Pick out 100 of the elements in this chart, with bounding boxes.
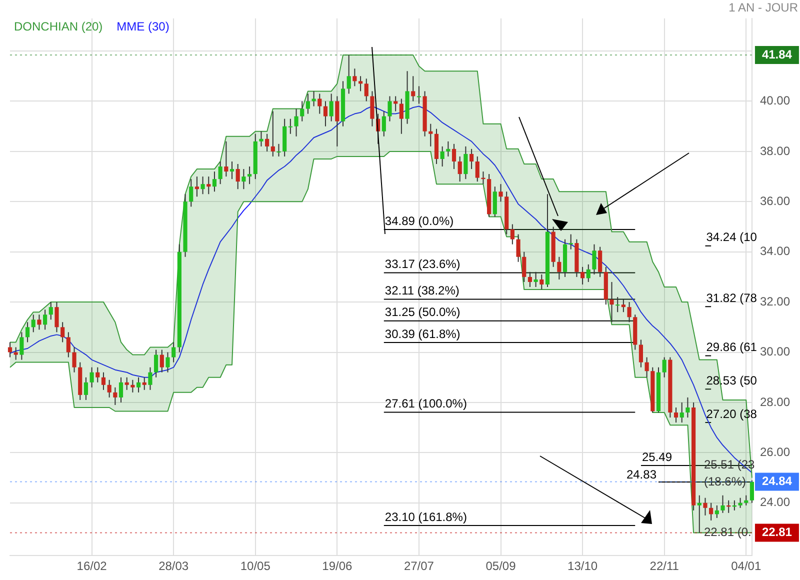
series-label: 24.83	[626, 467, 657, 482]
candlestick	[528, 271, 532, 288]
y-tick-label: 38.00	[760, 144, 790, 158]
series-label: 34.89 (0.0%)	[384, 214, 454, 228]
candlestick	[440, 146, 444, 168]
candlestick	[557, 256, 562, 280]
candlestick	[621, 299, 626, 313]
candlestick	[247, 166, 252, 185]
candlestick	[568, 234, 573, 250]
candlestick	[37, 314, 42, 330]
candlestick	[592, 244, 596, 275]
candlestick	[703, 497, 708, 516]
candlestick	[370, 90, 374, 127]
candlestick	[598, 246, 602, 278]
candlestick	[720, 494, 725, 514]
candlestick	[265, 133, 270, 152]
candlestick	[224, 140, 228, 178]
candlestick	[124, 376, 129, 390]
candlestick	[498, 184, 503, 202]
candlestick	[60, 322, 65, 343]
candlestick	[48, 302, 53, 320]
series-label: 31.82 (78	[706, 290, 758, 305]
candlestick	[212, 171, 217, 192]
series-label: 27.61 (100.0%)	[384, 396, 467, 411]
candlestick	[458, 156, 462, 182]
candlestick	[318, 93, 322, 114]
candlestick	[14, 346, 18, 360]
candlestick	[166, 352, 170, 373]
candlestick	[638, 339, 644, 368]
candlestick	[394, 96, 398, 112]
candlestick	[364, 78, 368, 102]
candlestick	[388, 96, 392, 122]
candlestick	[270, 110, 275, 157]
candlestick	[674, 406, 678, 424]
candlestick	[54, 302, 59, 333]
candlestick	[172, 342, 176, 363]
candlestick	[8, 342, 12, 358]
candlestick	[148, 366, 152, 390]
candlestick	[534, 271, 538, 288]
x-tick-label: 16/02	[76, 559, 108, 574]
x-tick-label: 28/03	[158, 559, 189, 574]
candlestick	[101, 372, 106, 390]
candlestick	[516, 234, 520, 262]
series-label: 34.24 (10	[706, 230, 758, 244]
x-tick-label: 27/07	[404, 559, 434, 574]
candlestick	[428, 123, 433, 147]
candlestick	[680, 402, 684, 424]
chart-subtitle: 1 AN - JOUR	[728, 0, 798, 15]
candlestick	[276, 143, 281, 157]
text: MME (30)	[116, 20, 170, 34]
y-tick-label: 32.00	[760, 294, 790, 308]
candlestick	[662, 356, 666, 378]
candlestick	[200, 176, 205, 195]
ref-line-label: 22.81	[762, 525, 792, 540]
candlestick	[288, 118, 292, 134]
candlestick	[312, 90, 316, 107]
candlestick	[744, 494, 748, 506]
candlestick	[218, 160, 222, 185]
candlestick	[335, 96, 340, 147]
ref-line-label: 24.84	[762, 474, 792, 488]
candlestick	[686, 396, 690, 418]
candlestick	[43, 309, 48, 330]
candlestick	[294, 108, 298, 137]
x-tick-label: 05/09	[486, 559, 516, 574]
y-tick-label: 34.00	[760, 244, 790, 258]
candlestick	[20, 332, 24, 360]
series-label: 23.10 (161.8%)	[384, 510, 467, 524]
candlestick	[130, 379, 135, 393]
candlestick	[464, 146, 468, 180]
candlestick	[697, 494, 702, 534]
candlestick	[540, 274, 544, 290]
candlestick	[452, 143, 456, 170]
x-tick-label: 19/06	[322, 559, 353, 574]
candlestick	[329, 93, 334, 122]
candlestick	[469, 148, 474, 170]
candlestick	[416, 86, 422, 104]
candlestick	[522, 251, 526, 282]
candlestick	[189, 178, 194, 208]
candlestick	[510, 224, 514, 245]
candlestick	[31, 314, 36, 333]
y-tick-label: 28.00	[760, 394, 790, 409]
candlestick	[358, 76, 363, 92]
candlestick	[96, 366, 100, 383]
candlestick	[714, 504, 719, 518]
candlestick	[616, 296, 620, 313]
candlestick	[738, 497, 742, 508]
candlestick	[242, 168, 246, 190]
candlestick	[107, 379, 112, 398]
candlestick	[610, 281, 614, 323]
candlestick	[411, 76, 416, 102]
candlestick	[230, 160, 234, 180]
candlestick	[446, 140, 450, 157]
candlestick	[206, 176, 211, 195]
candlestick	[142, 376, 146, 390]
candlestick	[352, 68, 357, 87]
candlestick	[90, 366, 94, 388]
series-label: 32.11 (38.2%)	[384, 284, 460, 298]
y-tick-label: 30.00	[760, 344, 790, 359]
x-tick-label: 22/11	[650, 559, 680, 574]
candlestick	[492, 186, 497, 218]
